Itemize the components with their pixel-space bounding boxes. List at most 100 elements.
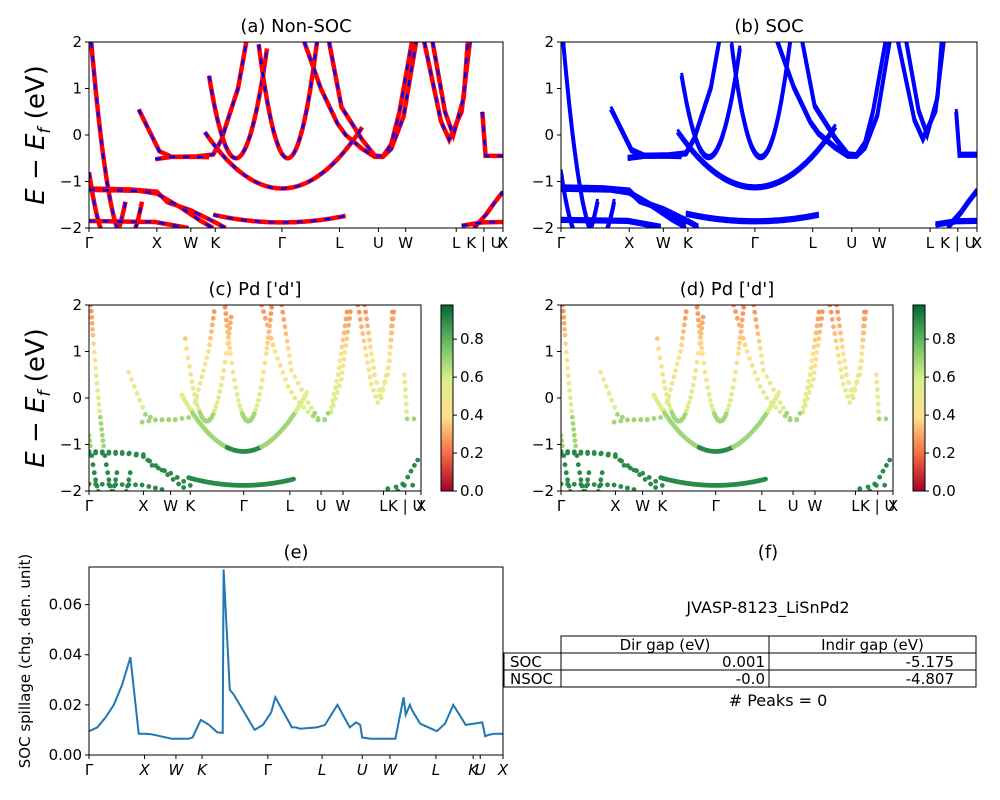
projection-point <box>755 377 760 382</box>
projection-point <box>887 457 893 463</box>
projection-point <box>309 405 314 411</box>
panel-c-scatter-axes <box>88 304 422 492</box>
projection-point <box>96 402 102 407</box>
projection-point <box>618 418 624 424</box>
projection-point <box>841 351 846 357</box>
x-tick-label: X <box>972 234 982 252</box>
projection-point <box>336 365 342 371</box>
table-row-label: SOC <box>510 653 542 671</box>
projection-point <box>226 335 231 340</box>
x-tick-label: X <box>497 761 509 779</box>
projection-point <box>207 342 212 348</box>
projection-point <box>812 337 818 343</box>
projection-point <box>95 395 101 401</box>
projection-point <box>834 345 840 351</box>
projection-point <box>197 380 203 386</box>
y-tick-label: 1 <box>72 343 82 361</box>
projection-point <box>839 337 844 343</box>
projection-point <box>561 305 566 308</box>
projection-point <box>360 331 366 337</box>
projection-point <box>268 311 274 316</box>
projection-point <box>211 309 217 314</box>
projection-point <box>844 372 849 378</box>
projection-point <box>696 317 701 323</box>
projection-point <box>265 340 270 346</box>
x-tick-label: K <box>468 761 479 779</box>
projection-point <box>625 463 631 468</box>
band-line-soc-split <box>561 169 600 228</box>
projection-point <box>562 332 568 338</box>
projection-point <box>693 368 699 373</box>
projection-point <box>272 349 278 354</box>
projection-point <box>842 358 847 364</box>
projection-point <box>694 359 700 365</box>
spillage-series <box>89 569 503 740</box>
x-tick-label: Γ <box>85 761 94 779</box>
projection-point <box>221 368 227 373</box>
projection-point <box>764 395 770 401</box>
projection-point <box>573 443 578 449</box>
projection-point <box>185 355 191 361</box>
projection-point <box>312 410 318 416</box>
y-tick-label: 0 <box>544 389 554 407</box>
projection-point <box>113 451 118 456</box>
projection-point <box>368 381 374 387</box>
projection-point <box>366 367 372 373</box>
band-line-soc-split <box>685 210 820 222</box>
projection-point <box>224 350 229 356</box>
projection-point <box>598 451 604 457</box>
projection-point <box>99 427 104 432</box>
projection-point <box>561 308 566 314</box>
projection-point <box>767 380 773 386</box>
panel-e-title: (e) <box>283 542 308 563</box>
projection-point <box>852 388 858 393</box>
band-line-nonsoc <box>89 187 215 228</box>
projection-point <box>106 482 112 487</box>
band-line-nonsoc <box>256 42 320 161</box>
projection-point <box>404 409 409 414</box>
projection-point <box>336 383 342 389</box>
band-line-nonsoc <box>480 111 503 159</box>
projection-point <box>341 330 347 336</box>
projection-point <box>696 323 702 329</box>
projection-point <box>368 344 373 350</box>
projection-point <box>708 397 713 403</box>
table-value: 0.001 <box>722 653 765 671</box>
band-line-soc-split <box>730 42 792 157</box>
x-tick-label: L <box>432 761 440 779</box>
peaks-count: # Peaks = 0 <box>729 691 828 710</box>
band-line-soc <box>137 42 248 159</box>
projection-point <box>563 349 569 355</box>
projection-point <box>801 404 806 410</box>
projection-point <box>405 474 411 480</box>
projection-point <box>343 343 349 348</box>
table-value: -5.175 <box>906 653 954 671</box>
projection-point <box>232 377 237 383</box>
projection-point <box>753 317 759 322</box>
projection-point <box>363 309 368 315</box>
band-line-soc-split <box>680 45 742 157</box>
projection-point <box>322 417 328 422</box>
projection-point <box>387 358 392 364</box>
projection-point <box>612 404 618 410</box>
y-tick-label: 1 <box>72 80 82 98</box>
projection-point <box>369 351 374 357</box>
projection-point <box>340 337 346 343</box>
projection-point <box>342 349 348 355</box>
y-tick-label: 2 <box>544 33 554 51</box>
projection-point <box>139 419 145 425</box>
x-tick-label: Γ <box>712 497 721 515</box>
projection-point <box>688 394 693 400</box>
projection-point <box>569 408 574 414</box>
projection-point <box>222 305 228 310</box>
panel-e-axes <box>88 566 504 756</box>
projection-point <box>704 377 709 383</box>
projection-point <box>784 410 790 416</box>
panel-f-title: (f) <box>758 542 778 563</box>
projection-point <box>838 330 843 336</box>
x-tick-label: K | U <box>940 234 975 252</box>
projection-point <box>601 377 606 382</box>
projection-point <box>261 369 266 375</box>
projection-point <box>385 365 391 371</box>
